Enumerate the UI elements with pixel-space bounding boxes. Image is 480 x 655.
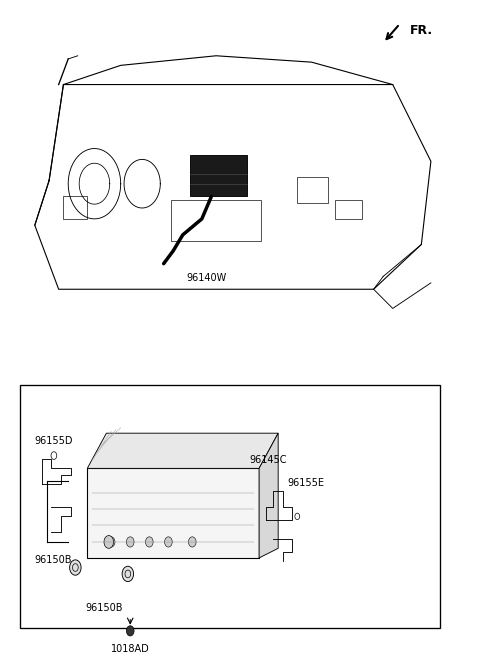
Bar [297, 178, 328, 203]
Text: 96155E: 96155E [288, 477, 325, 487]
Text: 1018AD: 1018AD [111, 645, 150, 654]
Text: 96155D: 96155D [35, 436, 73, 446]
Text: 96145C: 96145C [250, 455, 287, 465]
Text: FR.: FR. [409, 24, 432, 37]
Circle shape [189, 537, 196, 547]
Bar [63, 196, 87, 219]
Polygon shape [259, 433, 278, 558]
Circle shape [108, 537, 115, 547]
Text: 96140W: 96140W [186, 273, 227, 283]
Circle shape [126, 626, 134, 636]
Polygon shape [87, 433, 278, 468]
Bar [336, 200, 362, 219]
Circle shape [126, 537, 134, 547]
Text: 96150B: 96150B [35, 555, 72, 565]
Bar [190, 155, 247, 196]
Bar [171, 200, 262, 241]
Circle shape [165, 537, 172, 547]
Circle shape [104, 536, 114, 548]
Bar [21, 385, 441, 628]
Circle shape [122, 566, 133, 582]
Circle shape [145, 537, 153, 547]
Bar [87, 468, 259, 558]
Text: 96150B: 96150B [85, 603, 122, 612]
Circle shape [70, 560, 81, 575]
